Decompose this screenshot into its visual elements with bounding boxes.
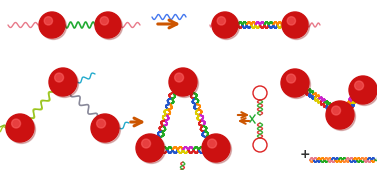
Circle shape <box>91 114 119 142</box>
Circle shape <box>351 78 377 106</box>
Circle shape <box>44 17 52 25</box>
Circle shape <box>55 73 64 82</box>
Circle shape <box>92 115 121 143</box>
Circle shape <box>95 12 121 38</box>
Circle shape <box>332 106 340 115</box>
Circle shape <box>213 13 239 39</box>
Circle shape <box>39 12 65 38</box>
Circle shape <box>355 81 363 90</box>
Circle shape <box>212 12 238 38</box>
Circle shape <box>6 114 34 142</box>
Circle shape <box>175 73 184 82</box>
Circle shape <box>282 12 308 38</box>
Circle shape <box>12 119 21 128</box>
Circle shape <box>328 103 356 131</box>
Circle shape <box>284 13 310 39</box>
Circle shape <box>51 70 78 98</box>
Circle shape <box>202 134 230 162</box>
Circle shape <box>169 68 197 96</box>
Circle shape <box>8 115 35 143</box>
Circle shape <box>170 70 199 98</box>
Circle shape <box>138 135 166 164</box>
Text: +: + <box>300 149 310 162</box>
Circle shape <box>282 71 311 98</box>
Circle shape <box>208 139 216 148</box>
Circle shape <box>142 139 150 148</box>
Circle shape <box>326 101 354 129</box>
Circle shape <box>97 119 106 128</box>
Circle shape <box>287 74 296 83</box>
Circle shape <box>281 69 309 97</box>
Circle shape <box>40 13 66 39</box>
Circle shape <box>100 17 109 25</box>
Circle shape <box>97 13 123 39</box>
Circle shape <box>287 17 296 25</box>
Circle shape <box>349 76 377 104</box>
Circle shape <box>204 135 231 164</box>
Circle shape <box>136 134 164 162</box>
Circle shape <box>217 17 225 25</box>
Circle shape <box>49 68 77 96</box>
